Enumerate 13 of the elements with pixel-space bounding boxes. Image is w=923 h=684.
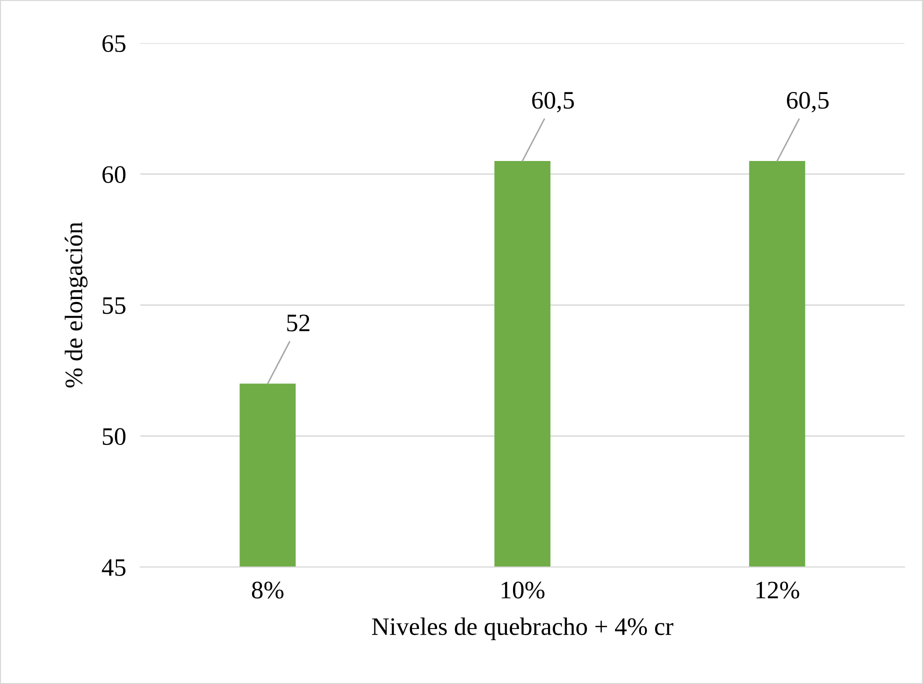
- data-label: 60,5: [532, 92, 574, 112]
- y-tick-label: 50: [102, 428, 126, 445]
- y-tick-label: 60: [102, 166, 126, 183]
- x-axis-title: Niveles de quebracho + 4% cr: [372, 617, 674, 640]
- x-tick-label: 12%: [756, 582, 800, 599]
- y-tick-label: 65: [102, 35, 126, 52]
- data-label: 60,5: [786, 92, 829, 112]
- y-axis-title: % de elongación: [64, 222, 88, 388]
- x-tick-label: 10%: [502, 582, 544, 599]
- x-tick-label: 8%: [252, 582, 284, 599]
- y-tick-label: 45: [102, 559, 126, 576]
- y-tick-label: 55: [102, 297, 126, 314]
- data-label: 52: [287, 314, 310, 332]
